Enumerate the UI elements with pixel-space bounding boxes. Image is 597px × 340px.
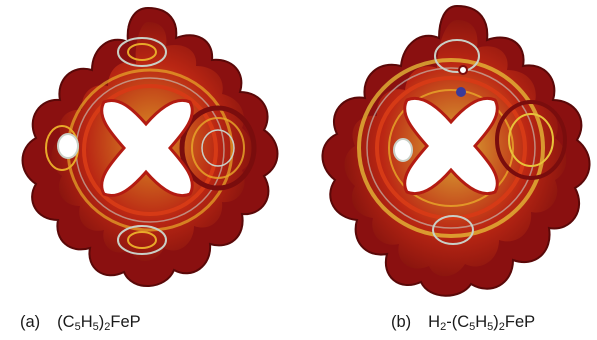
caption-b: (b) H2-(C5H5)2FeP (391, 313, 536, 333)
caption-tag-a: (a) (20, 313, 41, 331)
top-hole-b (458, 65, 468, 75)
caption-a: (a) (C5H5)2FeP (20, 313, 141, 333)
hydrogen-dot (456, 87, 466, 97)
panel-a: (a) (C5H5)2FeP (0, 0, 298, 340)
central-cavity-b (403, 97, 499, 195)
left-hole-a (57, 133, 79, 159)
caption-tag-b: (b) (391, 313, 412, 331)
left-hole-b (393, 138, 413, 162)
molecule-render-a (21, 6, 279, 287)
molecule-render-b (321, 4, 591, 297)
central-cavity-a (100, 99, 194, 197)
panel-b: (b) H2-(C5H5)2FeP (299, 0, 597, 340)
streamline-streaks-b (357, 39, 567, 245)
